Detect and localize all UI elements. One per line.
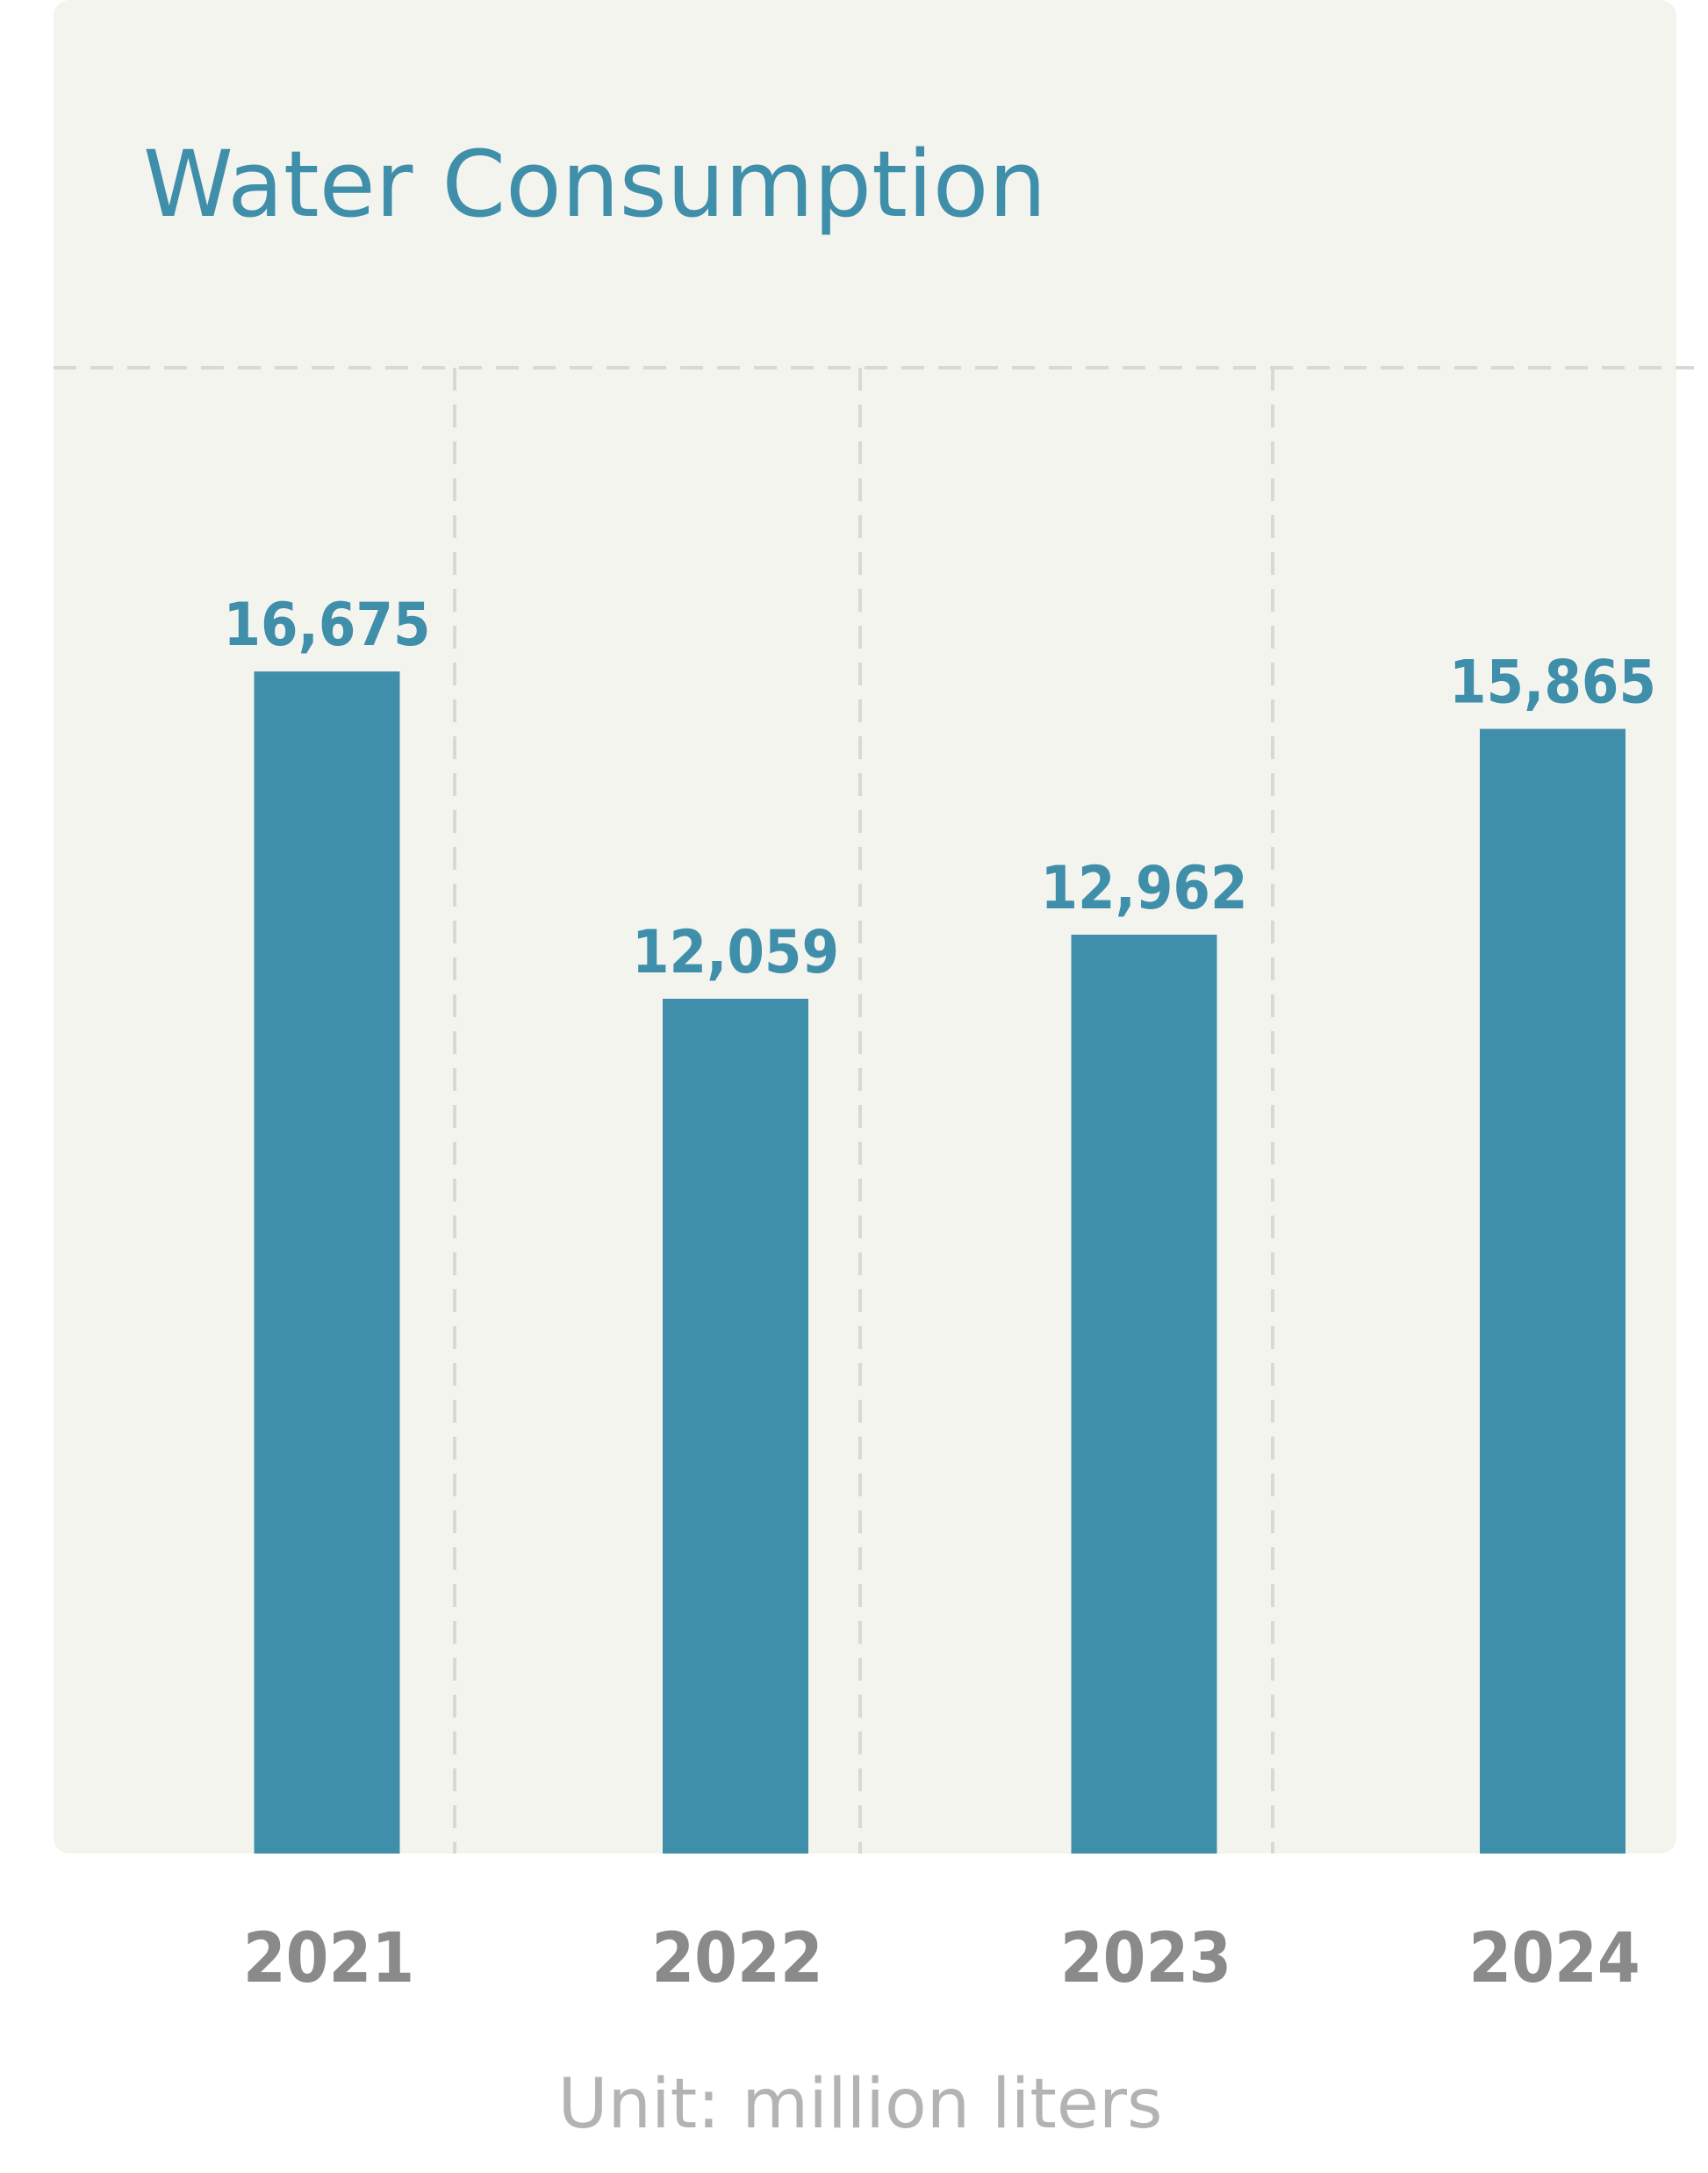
bar-2024: [1480, 728, 1625, 1854]
unit-note: Unit: million liters: [557, 2065, 1162, 2144]
bar-2023: [1071, 935, 1217, 1854]
vertical-gridlines: [453, 368, 1274, 1854]
value-label-2021: 16,675: [223, 591, 430, 660]
tick-label-2023: 2023: [1060, 1919, 1231, 1998]
value-label-2023: 12,962: [1040, 854, 1247, 923]
value-labels: 16,675 12,059 12,962 15,865: [223, 591, 1656, 987]
x-axis-tick-labels: 2021 2022 2023 2024: [243, 1919, 1640, 1998]
bar-2022: [663, 999, 808, 1854]
value-label-2022: 12,059: [632, 918, 839, 987]
chart-title: Water Consumption: [143, 131, 1046, 238]
chart-panel: [54, 0, 1676, 1854]
bars: [254, 671, 1625, 1854]
tick-label-2021: 2021: [243, 1919, 414, 1998]
bar-2021: [254, 671, 400, 1854]
tick-label-2022: 2022: [651, 1919, 822, 1998]
value-label-2024: 15,865: [1449, 649, 1656, 718]
tick-label-2024: 2024: [1468, 1919, 1640, 1998]
